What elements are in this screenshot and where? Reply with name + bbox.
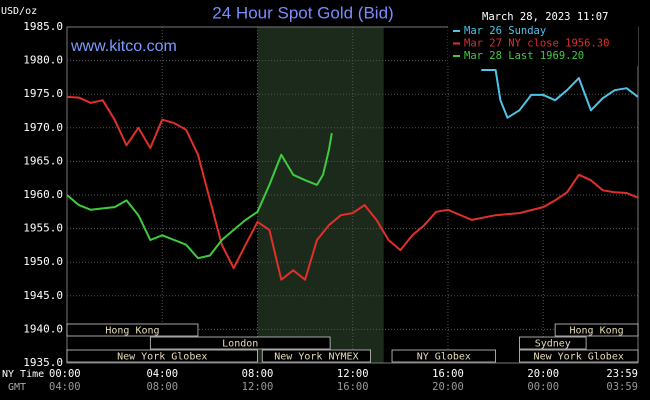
x-tick-label: 23:59 — [606, 368, 638, 380]
y-tick-label: 1960.0 — [23, 188, 63, 201]
market-label: NY Globex — [417, 352, 471, 363]
market-session — [149, 336, 331, 350]
x2-tick-label: 20:00 — [432, 381, 464, 393]
market-label: Hong Kong — [569, 326, 623, 337]
y-tick-label: 1965.0 — [23, 154, 63, 167]
x2-tick-label: 12:00 — [242, 381, 274, 393]
market-label: New York Globex — [117, 352, 207, 363]
x2-axis-label: GMT — [8, 382, 26, 393]
x-tick-label: 04:00 — [146, 368, 178, 380]
plot-area — [66, 26, 639, 364]
y-tick-label: 1935.0 — [23, 356, 63, 369]
shaded-session — [257, 27, 384, 363]
market-label: London — [222, 339, 258, 350]
market-session — [66, 323, 199, 337]
legend-label: Mar 27 NY close 1956.30 — [464, 38, 609, 50]
y-tick-label: 1975.0 — [23, 87, 63, 100]
y-tick-label: 1985.0 — [23, 20, 63, 33]
market-session — [66, 349, 258, 363]
x2-tick-label: 03:59 — [606, 381, 638, 393]
x2-tick-label: 04:00 — [49, 381, 81, 393]
y-tick-label: 1980.0 — [23, 54, 63, 67]
legend-box — [448, 24, 638, 66]
unit-label: USD/oz — [1, 6, 37, 17]
y-tick-label: 1950.0 — [23, 255, 63, 268]
market-label: New York NYMEX — [274, 352, 358, 363]
chart-title: 24 Hour Spot Gold (Bid) — [212, 3, 393, 22]
market-session — [519, 349, 639, 363]
legend-label: Mar 26 Sunday — [464, 25, 546, 37]
market-label: Hong Kong — [105, 326, 159, 337]
market-label: Sydney — [535, 339, 571, 350]
series-line — [66, 95, 639, 281]
market-session — [391, 349, 497, 363]
x2-tick-label: 08:00 — [146, 381, 178, 393]
market-label: New York Globex — [534, 352, 624, 363]
series-line — [481, 69, 639, 119]
x2-tick-label: 16:00 — [337, 381, 369, 393]
x-axis-label: NY Time — [2, 369, 44, 380]
market-session — [261, 349, 371, 363]
y-tick-label: 1945.0 — [23, 289, 63, 302]
timestamp: March 28, 2023 11:07 — [482, 11, 608, 23]
x-tick-label: 20:00 — [527, 368, 559, 380]
legend-label: Mar 28 Last 1969.20 — [464, 50, 584, 62]
source: www.kitco.com — [70, 38, 177, 55]
series-line — [66, 133, 333, 260]
x-tick-label: 16:00 — [432, 368, 464, 380]
market-session — [519, 336, 587, 350]
x2-tick-label: 00:00 — [527, 381, 559, 393]
market-session — [554, 323, 639, 337]
y-tick-label: 1970.0 — [23, 121, 63, 134]
y-tick-label: 1940.0 — [23, 322, 63, 335]
x-tick-label: 00:00 — [49, 368, 81, 380]
x-tick-label: 08:00 — [242, 368, 274, 380]
x-tick-label: 12:00 — [337, 368, 369, 380]
y-tick-label: 1955.0 — [23, 222, 63, 235]
